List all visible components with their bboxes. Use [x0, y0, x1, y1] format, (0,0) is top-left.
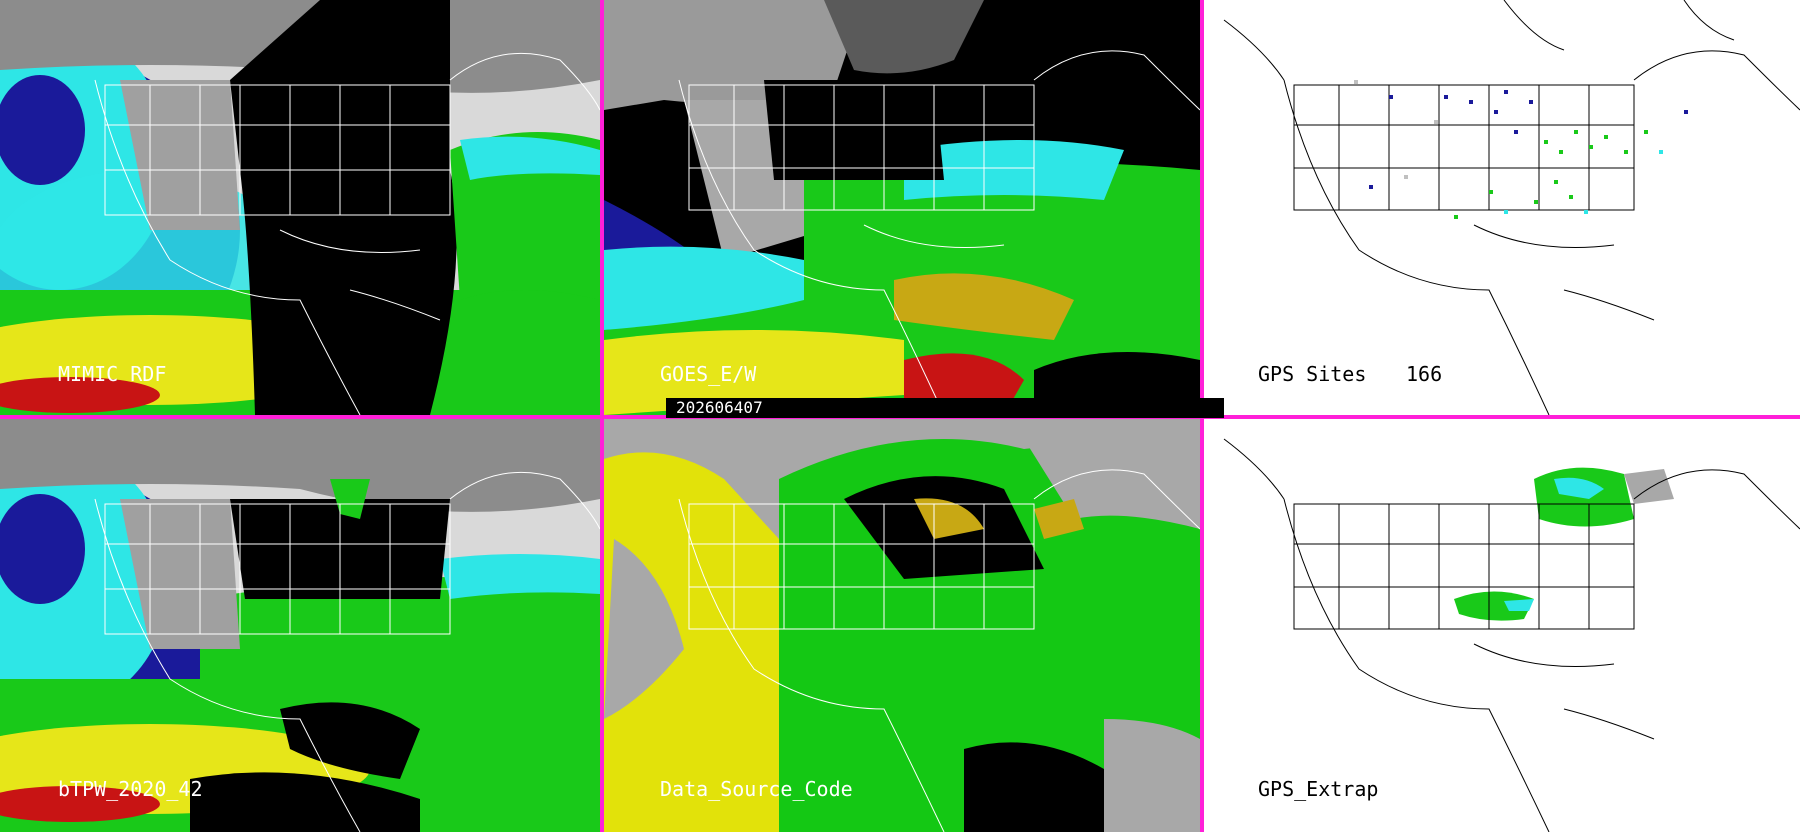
timestamp-bar: 202606407	[666, 398, 1224, 418]
mimic-rdf-panel: MIMIC RDF	[0, 0, 600, 415]
panel-label: GOES_E/W	[660, 362, 757, 386]
goes-ew-panel: GOES_E/W	[604, 0, 1200, 415]
state-boundaries	[1223, 0, 1800, 415]
mimic-rdf-map	[0, 0, 600, 415]
panel-label: Data_Source_Code	[660, 777, 853, 801]
panel-divider-vertical-left	[600, 0, 604, 832]
data-source-code-map	[604, 419, 1200, 832]
gps-sites-map	[1204, 0, 1800, 415]
panel-label: GPS Sites	[1258, 362, 1367, 386]
state-boundaries	[94, 52, 600, 415]
state-boundaries	[1223, 438, 1800, 832]
state-boundaries	[94, 471, 600, 832]
panel-label: bTPW_2020_42	[58, 777, 203, 801]
gps-site-count: 166	[1406, 362, 1443, 386]
panel-label: GPS_Extrap	[1258, 777, 1379, 801]
timestamp: 202606407	[676, 398, 763, 417]
state-boundaries	[678, 50, 1200, 415]
gps-extrap-panel: GPS_Extrap	[1204, 419, 1800, 832]
gps-sites-panel: GPS Sites 166	[1204, 0, 1800, 415]
data-source-code-panel: Data_Source_Code	[604, 419, 1200, 832]
gps-extrap-map	[1204, 419, 1800, 832]
btpw-map	[0, 419, 600, 832]
goes-ew-map	[604, 0, 1200, 415]
btpw-panel: bTPW_2020_42	[0, 419, 600, 832]
gps-site-markers	[1354, 80, 1688, 219]
state-boundaries	[678, 469, 1200, 832]
panel-label: MIMIC RDF	[58, 362, 167, 386]
